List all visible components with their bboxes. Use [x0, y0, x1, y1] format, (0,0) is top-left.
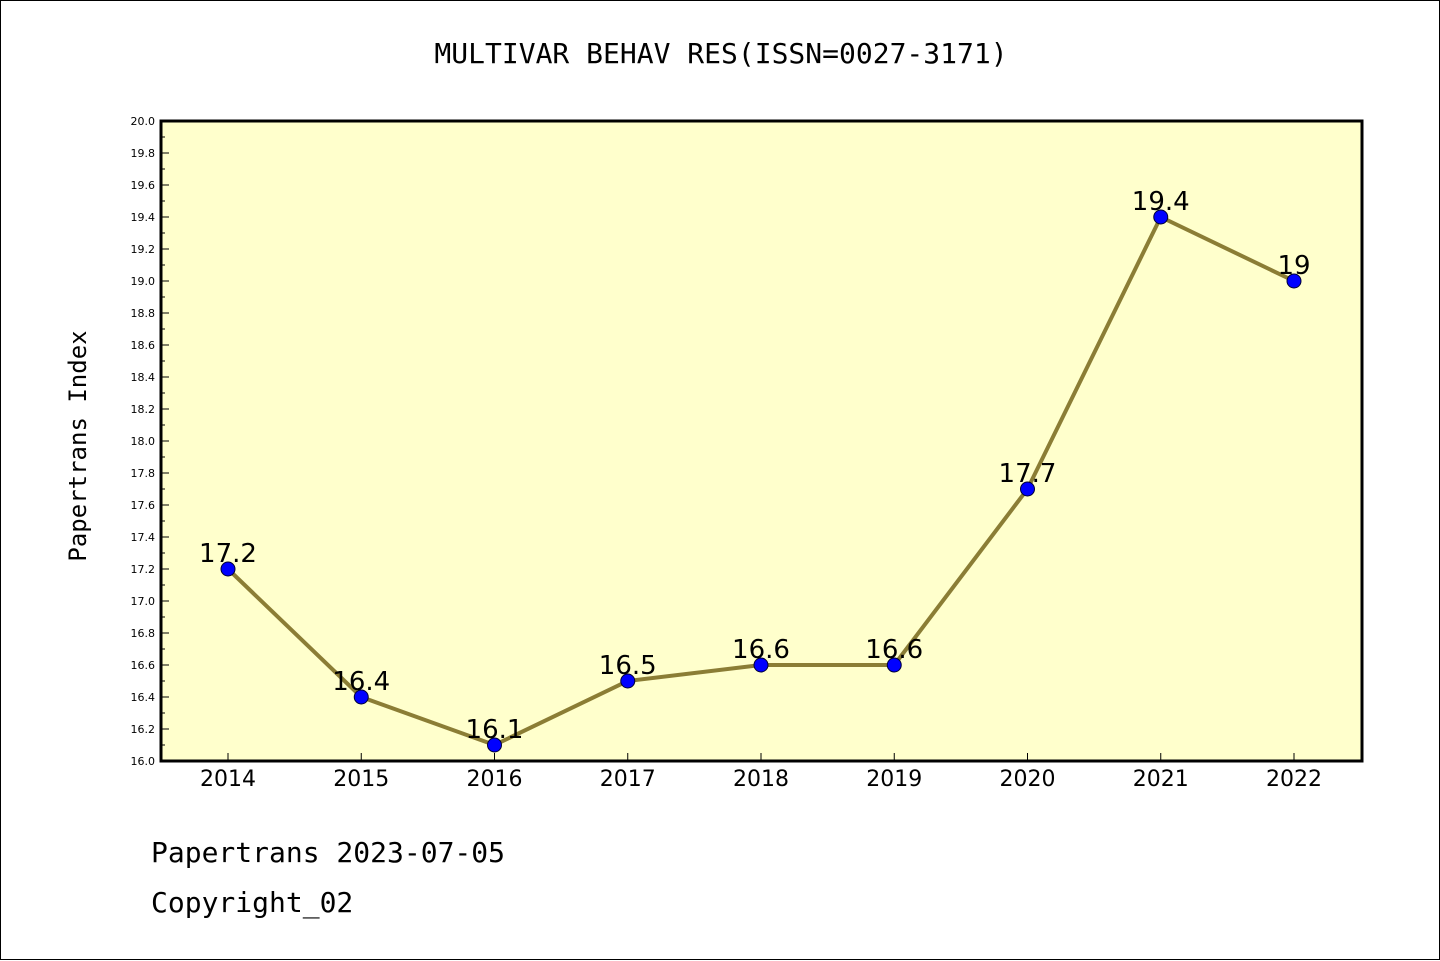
chart-title: MULTIVAR BEHAV RES(ISSN=0027-3171)	[434, 37, 1008, 70]
data-point	[1153, 209, 1169, 225]
x-tick-label: 2019	[866, 767, 922, 792]
footer-date: Papertrans 2023-07-05	[151, 836, 506, 869]
plot-area	[159, 119, 1364, 763]
data-markers	[220, 209, 1302, 753]
y-tick-label: 20.0	[131, 115, 156, 128]
y-tick-label: 17.0	[131, 595, 156, 608]
x-axis: 2014 2015 2016 2017 2018 2019 2020 2021 2022	[200, 753, 1322, 792]
data-label: 16.4	[332, 667, 390, 697]
y-tick-label: 17.4	[131, 531, 156, 544]
y-tick-label: 17.6	[131, 499, 156, 512]
data-label: 16.1	[466, 715, 524, 745]
x-tick-label: 2017	[600, 767, 656, 792]
y-tick-label: 16.4	[131, 691, 156, 704]
data-label: 16.6	[732, 635, 790, 665]
y-tick-label: 18.2	[131, 403, 156, 416]
data-label: 19.4	[1132, 187, 1190, 217]
data-point	[753, 657, 769, 673]
data-point	[220, 561, 236, 577]
y-tick-label: 18.4	[131, 371, 156, 384]
data-point	[353, 689, 369, 705]
y-tick-label: 18.8	[131, 307, 156, 320]
data-point	[1286, 273, 1302, 289]
y-tick-label: 17.8	[131, 467, 156, 480]
y-tick-label: 19.2	[131, 243, 156, 256]
y-tick-label: 19.4	[131, 211, 156, 224]
data-labels: 17.2 16.4 16.1 16.5 16.6 16.6 17.7 19.4 19	[199, 187, 1310, 745]
y-tick-label: 19.8	[131, 147, 156, 160]
data-label: 16.5	[599, 651, 657, 681]
data-label: 16.6	[865, 635, 923, 665]
y-tick-label: 16.8	[131, 627, 156, 640]
x-tick-label: 2020	[1000, 767, 1056, 792]
y-tick-label: 18.6	[131, 339, 156, 352]
x-tick-label: 2021	[1133, 767, 1189, 792]
data-label: 17.2	[199, 539, 257, 569]
y-axis-label: Papertrans Index	[64, 330, 92, 561]
x-tick-label: 2016	[467, 767, 523, 792]
data-point	[886, 657, 902, 673]
y-axis: 16.0 16.2 16.4 16.6 16.8 17.0 17.2 17.4 17.6 17.8…	[131, 115, 169, 768]
data-point	[620, 673, 636, 689]
y-tick-label: 18.0	[131, 435, 156, 448]
x-tick-label: 2014	[200, 767, 256, 792]
y-tick-label: 16.0	[131, 755, 156, 768]
y-tick-label: 19.0	[131, 275, 156, 288]
y-tick-label: 16.6	[131, 659, 156, 672]
x-tick-label: 2015	[333, 767, 389, 792]
data-label: 17.7	[999, 459, 1057, 489]
x-tick-label: 2018	[733, 767, 789, 792]
y-tick-label: 17.2	[131, 563, 156, 576]
data-point	[487, 737, 502, 753]
footer-copyright: Copyright_02	[151, 886, 354, 919]
y-tick-label: 19.6	[131, 179, 156, 192]
data-label: 19	[1277, 251, 1310, 281]
data-point	[1020, 481, 1035, 497]
x-tick-label: 2022	[1266, 767, 1322, 792]
y-tick-label: 16.2	[131, 723, 156, 736]
